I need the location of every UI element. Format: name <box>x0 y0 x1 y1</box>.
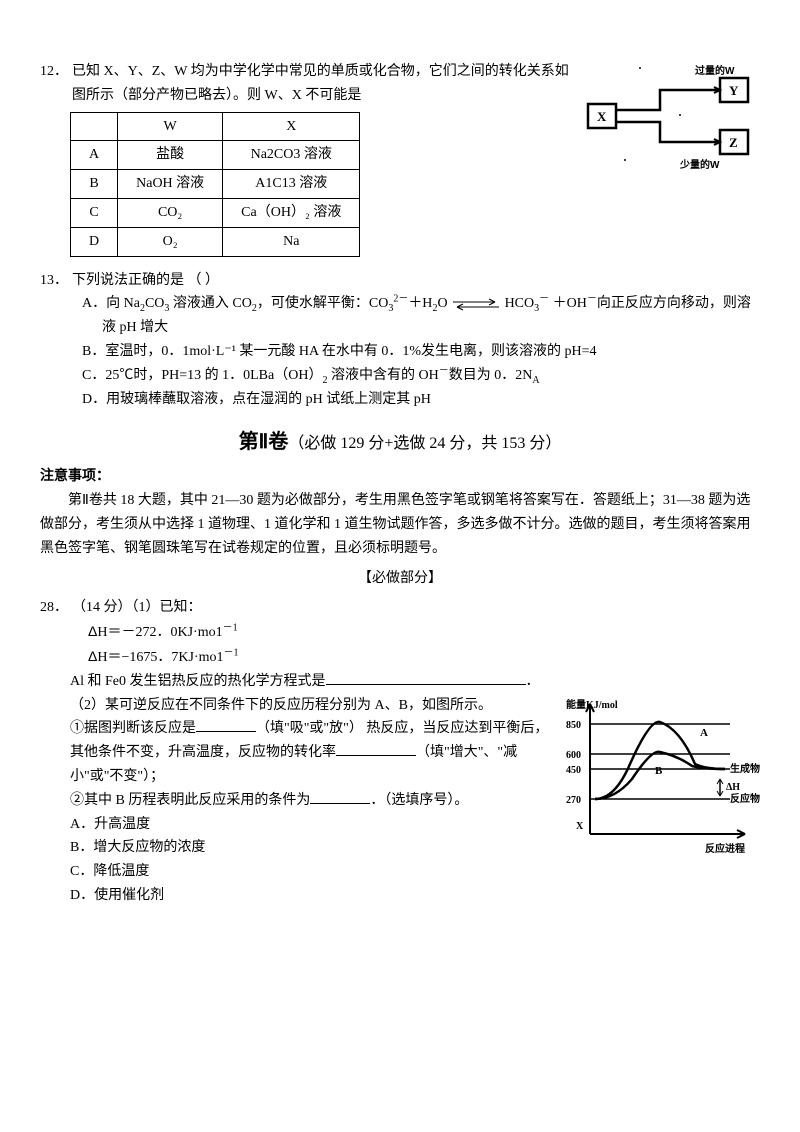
q12-text: 已知 X、Y、Z、W 均为中学化学中常见的单质或化合物，它们之间的转化关系如图所… <box>72 60 570 108</box>
table-row: BNaOH 溶液A1C13 溶液 <box>71 170 360 199</box>
q28-points: （14 分） <box>72 600 132 615</box>
svg-text:850: 850 <box>566 720 581 731</box>
q12-number: 12． <box>40 60 68 108</box>
q13-option-b: B．室温时，0．1mol·L⁻¹ 某一元酸 HA 在水中有 0．1%发生电离，则… <box>82 340 760 364</box>
option-text: 用玻璃棒蘸取溶液，点在湿润的 pH 试纸上测定其 pH <box>106 392 431 407</box>
diagram-label-bottom: 少量的W <box>679 158 720 171</box>
table-row: W X <box>71 112 360 141</box>
svg-text:270: 270 <box>566 795 581 806</box>
q13-option-d: D．用玻璃棒蘸取溶液，点在湿润的 pH 试纸上测定其 pH <box>82 388 760 412</box>
q12-diagram: 过量的W X Y Z 少量的W <box>580 60 760 184</box>
svg-text:X: X <box>597 109 607 124</box>
diagram-label-top: 过量的W <box>695 64 735 77</box>
option-text: 25℃时，PH=13 的 1．0LBa（OH）2 溶液中含有的 OH－数目为 0… <box>105 368 539 383</box>
svg-text:Y: Y <box>729 83 739 98</box>
answer-blank[interactable] <box>326 670 526 685</box>
svg-text:Z: Z <box>729 135 738 150</box>
svg-text:A: A <box>700 727 708 739</box>
section-big: 第Ⅱ卷 <box>239 431 289 453</box>
table-row: DO₂Na <box>71 227 360 256</box>
q28-p1-question: Al 和 Fe0 发生铝热反应的热化学方程式是． <box>70 670 760 694</box>
q28-p2-intro: （2）某可逆反应在不同条件下的反应历程分别为 A、B，如图所示。 <box>70 694 550 718</box>
question-28: 28． （14 分）（1）已知： ΔH＝－272．0KJ·mo1－1 ΔH＝−1… <box>40 596 760 907</box>
table-row: A盐酸Na2CO3 溶液 <box>71 141 360 170</box>
q28-opt-d: D．使用催化剂 <box>70 884 760 908</box>
table-header <box>71 112 118 141</box>
q13-option-a: A．向 Na2CO3 溶液通入 CO2，可使水解平衡：CO32－＋H2O HCO… <box>82 292 760 340</box>
svg-text:B: B <box>655 765 663 777</box>
svg-text:600: 600 <box>566 750 581 761</box>
svg-text:生成物: 生成物 <box>730 762 760 775</box>
q13-number: 13． <box>40 269 68 293</box>
required-part-label: 【必做部分】 <box>40 567 760 591</box>
q28-dh2: ΔH＝−1675．7KJ·mo1－1 <box>88 645 760 670</box>
q28-dh1: ΔH＝－272．0KJ·mo1－1 <box>88 620 760 645</box>
svg-text:反应物: 反应物 <box>730 792 760 805</box>
question-12: 过量的W X Y Z 少量的W 12． 已知 X、Y、Z、W 均为中学化学中常见… <box>40 60 760 261</box>
q28-energy-chart: 能量KJ/mol 850 600 450 270 X A B 生成物 ΔH 反应… <box>560 694 760 873</box>
table-header: W <box>118 112 223 141</box>
svg-text:能量KJ/mol: 能量KJ/mol <box>566 698 618 711</box>
answer-blank[interactable] <box>196 717 256 732</box>
notice-body: 第Ⅱ卷共 18 大题，其中 21—30 题为必做部分，考生用黑色签字笔或钢笔将答… <box>40 489 760 560</box>
svg-text:ΔH: ΔH <box>726 782 740 793</box>
q28-sub1: ①据图判断该反应是（填"吸"或"放"） 热反应，当反应达到平衡后，其他条件不变，… <box>70 717 550 788</box>
table-row: CCO₂Ca（OH）₂ 溶液 <box>71 198 360 227</box>
table-header: X <box>223 112 360 141</box>
q12-table: W X A盐酸Na2CO3 溶液 BNaOH 溶液A1C13 溶液 CCO₂Ca… <box>70 112 360 257</box>
svg-text:X: X <box>576 821 584 832</box>
option-text: 向 Na2CO3 溶液通入 CO2，可使水解平衡：CO32－＋H2O HCO3－… <box>102 296 751 335</box>
q28-number: 28． <box>40 596 68 620</box>
q13-option-c: C．25℃时，PH=13 的 1．0LBa（OH）2 溶液中含有的 OH－数目为… <box>82 364 760 388</box>
svg-text:反应进程: 反应进程 <box>705 842 745 855</box>
answer-blank[interactable] <box>310 789 370 804</box>
notice-heading: 注意事项： <box>40 465 760 489</box>
q13-text: 下列说法正确的是 （ ） <box>72 269 760 293</box>
section-2-title: 第Ⅱ卷（必做 129 分+选做 24 分，共 153 分） <box>40 425 760 459</box>
answer-blank[interactable] <box>336 741 416 756</box>
question-13: 13． 下列说法正确的是 （ ） A．向 Na2CO3 溶液通入 CO2，可使水… <box>40 269 760 412</box>
svg-text:450: 450 <box>566 765 581 776</box>
q28-p1-label: （1）已知： <box>132 600 202 615</box>
option-text: 室温时，0．1mol·L⁻¹ 某一元酸 HA 在水中有 0．1%发生电离，则该溶… <box>105 344 596 359</box>
section-rest: （必做 129 分+选做 24 分，共 153 分） <box>288 435 561 452</box>
